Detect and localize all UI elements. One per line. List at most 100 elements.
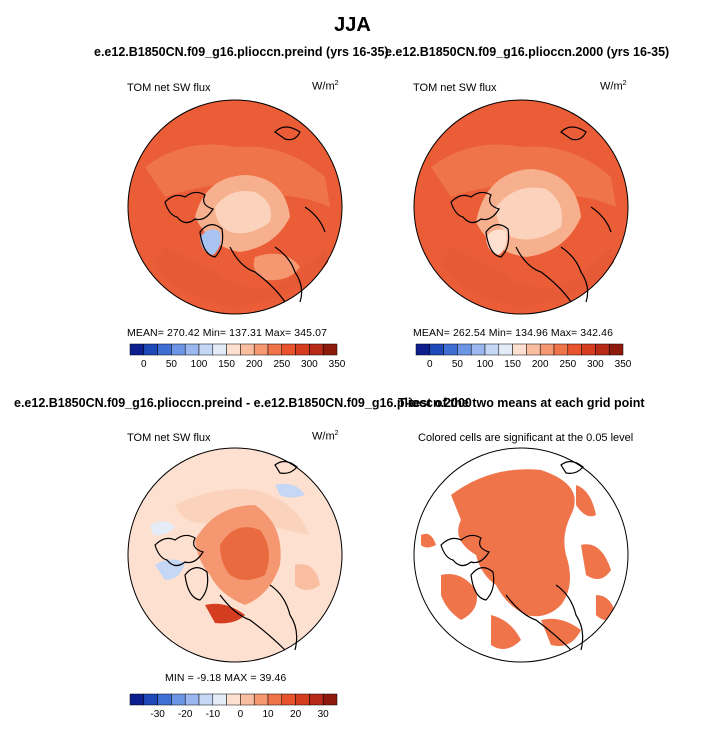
colorbar-tick-label: -30 — [150, 709, 165, 720]
panel-3-field-label: TOM net SW flux — [127, 432, 211, 444]
colorbar-tick-label: 350 — [615, 359, 632, 370]
colorbar-tick-label: 200 — [532, 359, 549, 370]
panel-2-colorbar: 0 50 100 150 200 250 300 350 — [415, 343, 632, 370]
colorbar-swatch — [567, 343, 582, 356]
colorbar-swatch — [281, 693, 296, 706]
panel-4-significant-cells — [421, 469, 616, 649]
panel-2-stats: MEAN= 262.54 Min= 134.96 Max= 342.46 — [413, 327, 614, 339]
colorbar-swatch — [470, 343, 486, 356]
colorbar-swatch — [267, 343, 283, 356]
panel-4-subtitle: Colored cells are significant at the 0.0… — [418, 432, 634, 444]
colorbar-tick-label: 100 — [191, 359, 208, 370]
colorbar-swatch — [143, 343, 158, 356]
panel-2-coastlines — [450, 126, 612, 303]
panel-1-coastlines — [164, 126, 326, 303]
panel-3-field-patches — [150, 483, 320, 624]
panel-1-stats: MEAN= 270.42 Min= 137.31 Max= 345.07 — [127, 327, 328, 339]
panel-3-map-border — [127, 447, 343, 663]
colorbar-swatch — [198, 693, 214, 706]
colorbar-swatch — [553, 343, 569, 356]
colorbar-tick-label: 250 — [273, 359, 290, 370]
colorbar-swatch — [512, 343, 527, 356]
colorbar-tick-label: -10 — [206, 709, 221, 720]
colorbar-swatch — [184, 343, 200, 356]
colorbar-tick-label: 200 — [246, 359, 263, 370]
panel-1-field-patches — [145, 144, 330, 307]
colorbar-tick-label: 100 — [477, 359, 494, 370]
colorbar-swatch — [429, 343, 444, 356]
colorbar-swatch — [129, 693, 145, 706]
colorbar-swatch — [415, 343, 431, 356]
colorbar-swatch — [143, 693, 158, 706]
colorbar-tick-label: 0 — [141, 359, 147, 370]
colorbar-tick-label: 30 — [318, 709, 330, 720]
panel-3-stats: MIN = -9.18 MAX = 39.46 — [165, 672, 287, 684]
colorbar-tick-label: 50 — [166, 359, 178, 370]
panel-2-units: W/m2 — [600, 80, 627, 93]
colorbar-tick-label: 20 — [290, 709, 302, 720]
colorbar-tick-label: 10 — [262, 709, 274, 720]
colorbar-swatch — [157, 343, 172, 356]
colorbar-swatch — [595, 343, 610, 356]
colorbar-swatch — [309, 693, 324, 706]
panel-1-map — [127, 99, 343, 315]
colorbar-swatch — [171, 343, 186, 356]
panel-4-map-border — [413, 447, 629, 663]
colorbar-swatch — [184, 693, 200, 706]
colorbar-swatch — [457, 343, 472, 356]
colorbar-swatch — [295, 693, 310, 706]
panel-4-map — [413, 447, 629, 663]
panel-3-map — [127, 447, 343, 663]
panel-3-units: W/m2 — [312, 430, 339, 443]
colorbar-swatch — [253, 343, 269, 356]
colorbar-swatch — [322, 343, 338, 356]
colorbar-swatch — [253, 693, 269, 706]
colorbar-tick-label: 300 — [301, 359, 318, 370]
colorbar-tick-label: 0 — [427, 359, 433, 370]
colorbar-swatch — [322, 693, 338, 706]
panel-1-map-border — [127, 99, 343, 315]
colorbar-swatch — [226, 693, 241, 706]
colorbar-tick-label: 0 — [238, 709, 244, 720]
colorbar-swatch — [484, 343, 500, 356]
panel-2-title: e.e12.B1850CN.f09_g16.plioccn.2000 (yrs … — [385, 45, 670, 59]
panel-3-title: e.e12.B1850CN.f09_g16.plioccn.preind - e… — [14, 396, 472, 410]
colorbar-swatch — [309, 343, 324, 356]
colorbar-tick-label: 250 — [559, 359, 576, 370]
panel-1-title: e.e12.B1850CN.f09_g16.plioccn.preind (yr… — [94, 45, 389, 59]
colorbar-tick-label: 150 — [218, 359, 235, 370]
colorbar-tick-label: 350 — [329, 359, 346, 370]
colorbar-tick-label: 50 — [452, 359, 464, 370]
colorbar-swatch — [539, 343, 555, 356]
colorbar-swatch — [526, 343, 541, 356]
colorbar-swatch — [281, 343, 296, 356]
colorbar-swatch — [581, 343, 596, 356]
colorbar-swatch — [198, 343, 214, 356]
colorbar-swatch — [267, 693, 283, 706]
panel-4-coastlines — [440, 460, 584, 651]
colorbar-swatch — [129, 343, 145, 356]
colorbar-swatch — [226, 343, 241, 356]
colorbar-swatch — [498, 343, 513, 356]
panel-1-units: W/m2 — [312, 80, 339, 93]
colorbar-swatch — [608, 343, 624, 356]
colorbar-swatch — [157, 693, 172, 706]
panel-2-field-label: TOM net SW flux — [413, 82, 497, 94]
colorbar-swatch — [212, 693, 227, 706]
colorbar-swatch — [240, 693, 255, 706]
panel-1-field-label: TOM net SW flux — [127, 82, 211, 94]
figure-title: JJA — [334, 14, 371, 36]
colorbar-swatch — [443, 343, 458, 356]
panel-4-title: T-test of the two means at each grid poi… — [398, 396, 645, 410]
panel-3-colorbar: -30 -20 -10 0 10 20 30 — [129, 693, 338, 720]
panel-2-field-patches — [431, 144, 616, 307]
colorbar-swatch — [295, 343, 310, 356]
panel-2-map-border — [413, 99, 629, 315]
colorbar-tick-label: -20 — [178, 709, 193, 720]
colorbar-swatch — [212, 343, 227, 356]
colorbar-swatch — [171, 693, 186, 706]
colorbar-swatch — [240, 343, 255, 356]
colorbar-tick-label: 150 — [504, 359, 521, 370]
panel-3-coastlines — [154, 460, 298, 651]
panel-1-colorbar: 0 50 100 150 200 250 300 350 — [129, 343, 346, 370]
